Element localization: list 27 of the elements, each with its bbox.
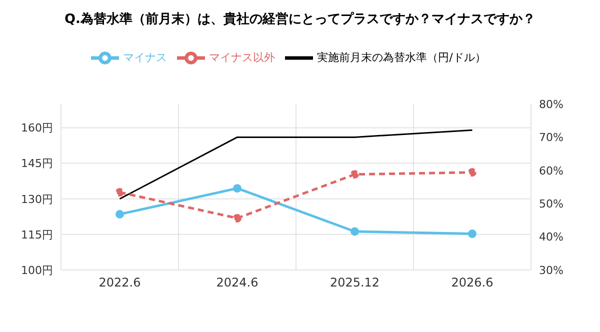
y2-tick-label: 80% xyxy=(539,98,564,111)
y-tick-label: 160円 xyxy=(21,122,53,135)
chart-title: Q.為替水準（前月末）は、貴社の経営にとってプラスですか？マイナスですか？ xyxy=(64,10,536,28)
y-tick-label: 100円 xyxy=(21,264,53,277)
y-tick-label: 115円 xyxy=(21,228,53,242)
point xyxy=(233,214,242,222)
point xyxy=(233,184,242,193)
legend-label: マイナス以外 xyxy=(209,51,276,64)
y2-tick-label: 60% xyxy=(539,164,564,178)
y2-tick-label: 30% xyxy=(539,264,564,277)
legend-label: マイナス xyxy=(123,51,168,64)
x-tick-label: 2022.6 xyxy=(98,276,141,290)
point xyxy=(116,188,124,197)
point xyxy=(468,230,476,238)
y-tick-label: 145円 xyxy=(21,157,53,170)
y-tick-label: 130円 xyxy=(21,192,53,206)
y2-tick-label: 40% xyxy=(539,230,564,244)
x-tick-label: 2025.12 xyxy=(330,276,380,290)
y2-tick-label: 50% xyxy=(539,198,564,211)
x-tick-label: 2026.6 xyxy=(451,276,494,290)
legend-label: 実施前月末の為替水準（円/ドル） xyxy=(317,51,486,64)
y2-tick-label: 70% xyxy=(539,131,564,144)
point xyxy=(468,168,476,177)
point xyxy=(116,210,124,218)
point xyxy=(350,170,359,179)
point xyxy=(350,227,359,236)
x-tick-label: 2024.6 xyxy=(216,276,258,290)
